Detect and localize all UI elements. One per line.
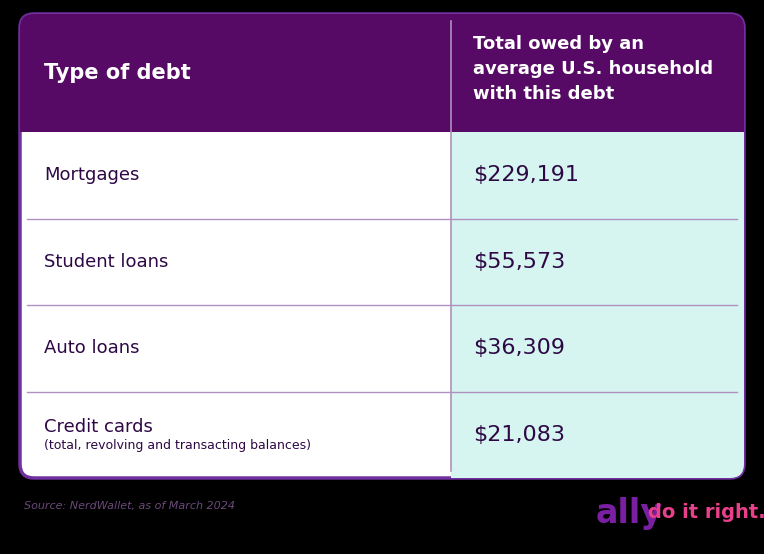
Text: (total, revolving and transacting balances): (total, revolving and transacting balanc… (44, 439, 311, 452)
Bar (451, 132, 744, 146)
Text: $36,309: $36,309 (473, 338, 565, 358)
Text: Student loans: Student loans (44, 253, 168, 271)
FancyBboxPatch shape (451, 132, 744, 478)
Text: $21,083: $21,083 (473, 425, 565, 445)
Bar (451, 132, 465, 478)
Text: Source: NerdWallet, as of March 2024: Source: NerdWallet, as of March 2024 (24, 501, 235, 511)
Text: do it right.: do it right. (648, 504, 764, 522)
Text: Type of debt: Type of debt (44, 63, 191, 83)
Text: ally: ally (596, 496, 663, 530)
Text: $229,191: $229,191 (473, 165, 579, 185)
Text: $55,573: $55,573 (473, 252, 565, 272)
FancyBboxPatch shape (20, 14, 744, 478)
Text: Mortgages: Mortgages (44, 166, 139, 184)
FancyBboxPatch shape (20, 14, 744, 132)
Text: Credit cards: Credit cards (44, 418, 153, 436)
Bar (20, 118, 744, 132)
Text: Total owed by an
average U.S. household
with this debt: Total owed by an average U.S. household … (473, 35, 713, 103)
Text: Auto loans: Auto loans (44, 339, 140, 357)
